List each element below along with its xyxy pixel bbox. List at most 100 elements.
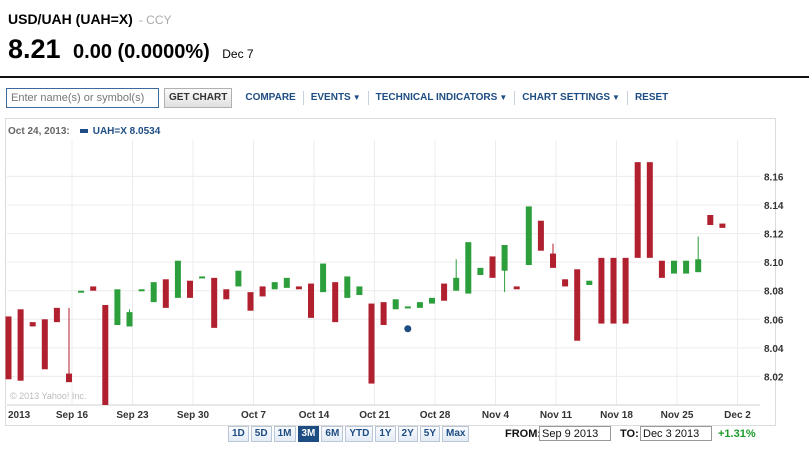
- x-tick-label: Sep 16: [56, 410, 89, 421]
- range-button-ytd[interactable]: YTD: [345, 426, 374, 442]
- candle[interactable]: [465, 242, 472, 294]
- candle[interactable]: [380, 302, 387, 325]
- candle[interactable]: [683, 260, 690, 274]
- candle[interactable]: [235, 270, 242, 287]
- candle[interactable]: [501, 245, 508, 271]
- technical-indicators-menu[interactable]: TECHNICAL INDICATORS ▼: [367, 91, 515, 105]
- candle[interactable]: [90, 286, 97, 291]
- candle[interactable]: [416, 302, 423, 308]
- candle[interactable]: [404, 306, 411, 309]
- candle[interactable]: [308, 283, 314, 318]
- candle[interactable]: [174, 260, 181, 298]
- reset-link[interactable]: RESET: [626, 91, 675, 105]
- symbol-search-input[interactable]: [6, 88, 159, 108]
- candle[interactable]: [441, 283, 448, 301]
- candle[interactable]: [646, 162, 653, 258]
- candle[interactable]: [356, 286, 363, 295]
- x-tick-label: Nov 4: [482, 410, 510, 421]
- chart-settings-menu[interactable]: CHART SETTINGS ▼: [514, 91, 627, 105]
- candle[interactable]: [429, 297, 435, 304]
- from-label: FROM:: [505, 428, 542, 440]
- chevron-down-icon: ▼: [499, 93, 508, 102]
- get-chart-button[interactable]: GET CHART: [164, 88, 233, 108]
- candle[interactable]: [247, 292, 254, 311]
- candle[interactable]: [707, 215, 714, 225]
- candle[interactable]: [187, 280, 193, 298]
- y-tick-label: 8.02: [764, 372, 784, 383]
- candle[interactable]: [78, 290, 85, 293]
- candle[interactable]: [392, 299, 399, 310]
- quote-type: - CCY: [138, 13, 172, 27]
- candle[interactable]: [586, 280, 593, 285]
- quote-title: USD/UAH (UAH=X) - CCY: [8, 11, 172, 27]
- candle[interactable]: [477, 267, 484, 275]
- to-date-input[interactable]: [640, 426, 712, 441]
- candle[interactable]: [41, 319, 48, 370]
- chevron-down-icon: ▼: [612, 93, 620, 102]
- candle[interactable]: [634, 162, 641, 258]
- candle[interactable]: [150, 282, 157, 303]
- range-button-1d[interactable]: 1D: [228, 426, 249, 442]
- candle[interactable]: [126, 312, 133, 327]
- candle[interactable]: [598, 257, 605, 324]
- candle[interactable]: [574, 269, 581, 341]
- candle[interactable]: [114, 289, 121, 325]
- candle[interactable]: [695, 259, 702, 273]
- quote-symbol: USD/UAH (UAH=X): [8, 11, 133, 27]
- range-button-5y[interactable]: 5Y: [419, 426, 441, 442]
- candle[interactable]: [102, 305, 109, 405]
- candle[interactable]: [671, 260, 677, 274]
- range-button-2y[interactable]: 2Y: [397, 426, 418, 442]
- y-tick-label: 8.04: [764, 344, 784, 355]
- candle[interactable]: [162, 279, 169, 308]
- candle[interactable]: [610, 257, 617, 324]
- from-date-input[interactable]: [539, 426, 611, 441]
- candle[interactable]: [53, 307, 60, 323]
- range-button-max[interactable]: Max: [442, 426, 470, 442]
- candle[interactable]: [283, 277, 290, 288]
- x-tick-label: 2013: [8, 410, 31, 421]
- candle[interactable]: [29, 322, 36, 327]
- chevron-down-icon: ▼: [352, 93, 361, 102]
- candle[interactable]: [17, 309, 24, 381]
- candle[interactable]: [211, 277, 218, 328]
- candle[interactable]: [66, 373, 72, 383]
- candle[interactable]: [489, 256, 496, 278]
- candle[interactable]: [199, 276, 206, 279]
- range-button-1m[interactable]: 1M: [273, 426, 296, 442]
- hover-marker: [404, 325, 412, 333]
- candle[interactable]: [525, 206, 532, 265]
- range-button-5d[interactable]: 5D: [250, 426, 272, 442]
- candle[interactable]: [537, 220, 544, 251]
- candle[interactable]: [344, 276, 351, 298]
- price-date: Dec 7: [222, 47, 254, 61]
- candle[interactable]: [622, 257, 629, 324]
- candle[interactable]: [562, 279, 569, 287]
- candle[interactable]: [550, 253, 556, 268]
- compare-link[interactable]: COMPARE: [245, 92, 296, 103]
- range-button-3m[interactable]: 3M: [297, 426, 320, 442]
- events-menu[interactable]: EVENTS ▼: [302, 91, 368, 105]
- range-button-6m[interactable]: 6M: [321, 426, 344, 442]
- candle[interactable]: [271, 282, 278, 290]
- y-tick-label: 8.16: [764, 172, 784, 183]
- range-button-1y[interactable]: 1Y: [375, 426, 396, 442]
- candle[interactable]: [658, 260, 665, 278]
- candle[interactable]: [368, 303, 375, 384]
- candle[interactable]: [719, 223, 726, 228]
- candle[interactable]: [223, 289, 230, 300]
- x-tick-label: Nov 11: [540, 410, 573, 421]
- candle[interactable]: [259, 286, 266, 297]
- candle[interactable]: [513, 286, 520, 290]
- x-tick-label: Oct 14: [299, 410, 330, 421]
- candle[interactable]: [5, 316, 12, 380]
- hover-date: Oct 24, 2013:: [8, 126, 70, 137]
- candle[interactable]: [295, 286, 302, 290]
- candle[interactable]: [320, 263, 327, 293]
- candle[interactable]: [453, 277, 460, 291]
- technical-indicators-label: TECHNICAL INDICATORS: [375, 92, 498, 103]
- candle[interactable]: [332, 282, 339, 323]
- chart-axis-labels: 8.02 8.04 8.06 8.08 8.10 8.12 8.14 8.16 2013 Sep …: [8, 172, 784, 421]
- candle[interactable]: [138, 289, 145, 292]
